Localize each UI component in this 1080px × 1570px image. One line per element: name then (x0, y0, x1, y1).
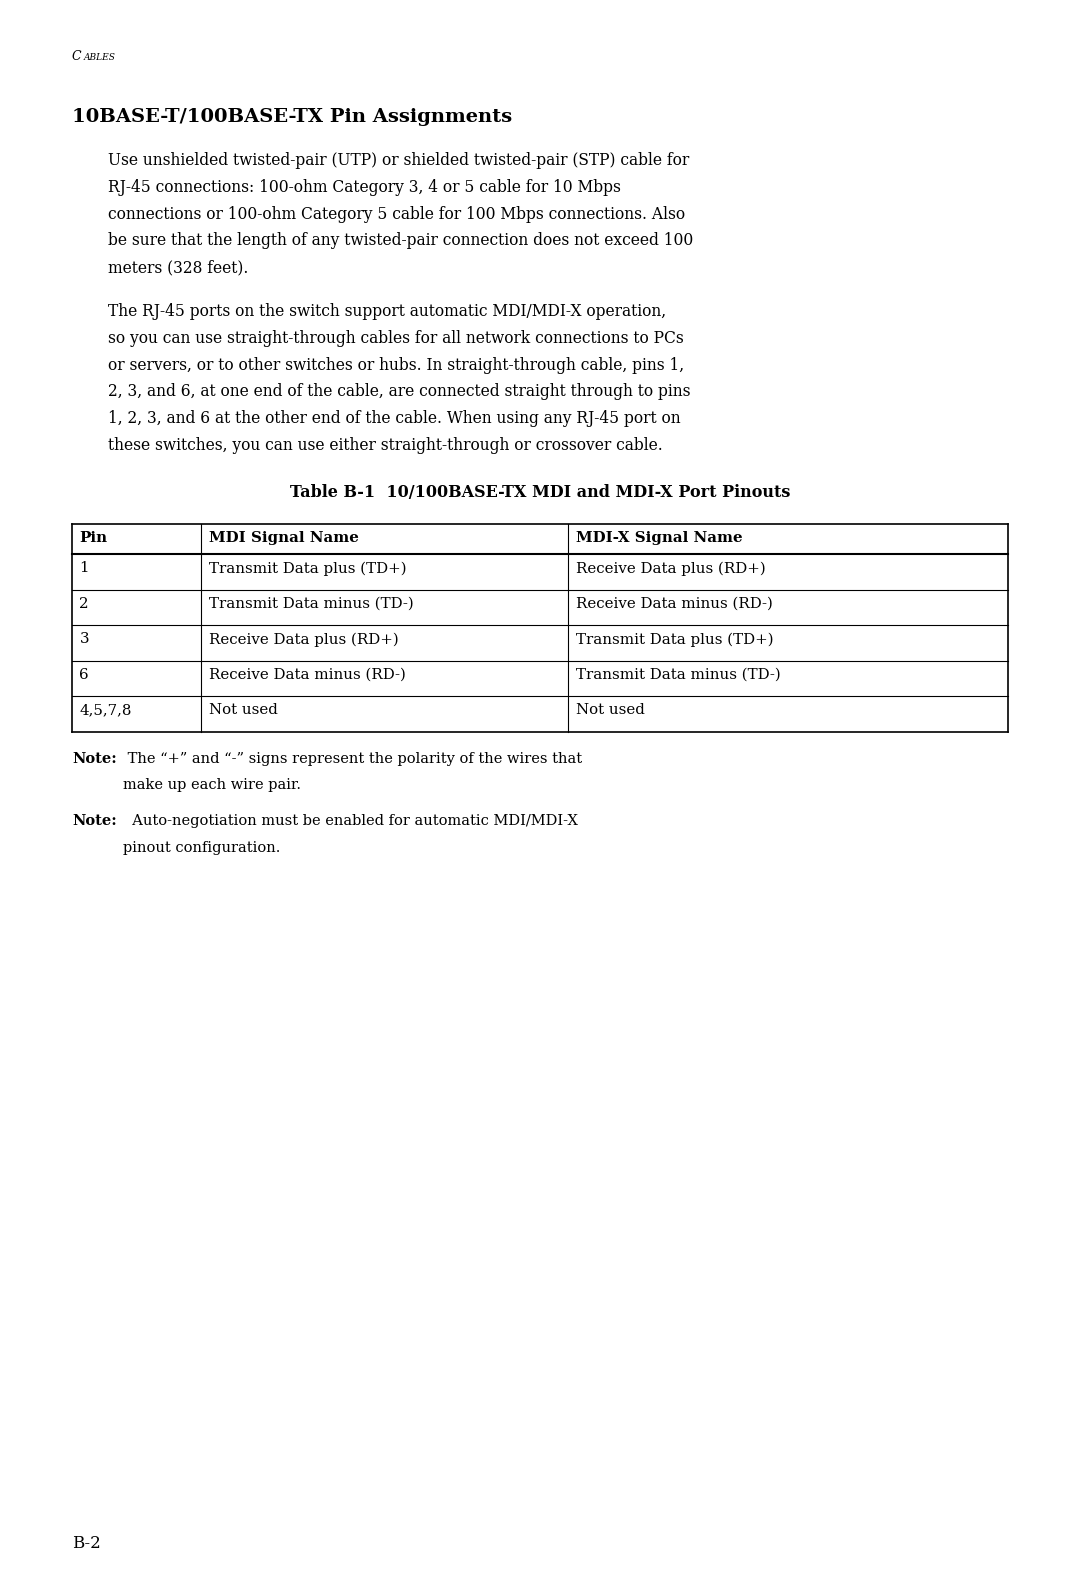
Text: Table B-1  10/100BASE-TX MDI and MDI-X Port Pinouts: Table B-1 10/100BASE-TX MDI and MDI-X Po… (289, 484, 791, 501)
Text: Receive Data plus (RD+): Receive Data plus (RD+) (576, 562, 766, 576)
Text: 10BASE-T/100BASE-TX Pin Assignments: 10BASE-T/100BASE-TX Pin Assignments (72, 108, 512, 126)
Text: Transmit Data plus (TD+): Transmit Data plus (TD+) (208, 562, 406, 576)
Text: be sure that the length of any twisted-pair connection does not exceed 100: be sure that the length of any twisted-p… (108, 232, 693, 250)
Text: Note:: Note: (72, 752, 118, 766)
Text: 2, 3, and 6, at one end of the cable, are connected straight through to pins: 2, 3, and 6, at one end of the cable, ar… (108, 383, 690, 400)
Text: Receive Data minus (RD-): Receive Data minus (RD-) (208, 667, 405, 681)
Text: C: C (72, 50, 82, 63)
Text: Receive Data plus (RD+): Receive Data plus (RD+) (208, 633, 399, 647)
Text: MDI Signal Name: MDI Signal Name (208, 531, 359, 545)
Text: The RJ-45 ports on the switch support automatic MDI/MDI-X operation,: The RJ-45 ports on the switch support au… (108, 303, 666, 320)
Text: Receive Data minus (RD-): Receive Data minus (RD-) (576, 597, 772, 611)
Text: pinout configuration.: pinout configuration. (122, 842, 280, 854)
Text: make up each wire pair.: make up each wire pair. (122, 779, 300, 793)
Text: connections or 100-ohm Category 5 cable for 100 Mbps connections. Also: connections or 100-ohm Category 5 cable … (108, 206, 685, 223)
Text: meters (328 feet).: meters (328 feet). (108, 259, 248, 276)
Text: 4,5,7,8: 4,5,7,8 (80, 703, 132, 717)
Text: Use unshielded twisted-pair (UTP) or shielded twisted-pair (STP) cable for: Use unshielded twisted-pair (UTP) or shi… (108, 152, 689, 170)
Text: B-2: B-2 (72, 1535, 100, 1553)
Text: Transmit Data plus (TD+): Transmit Data plus (TD+) (576, 633, 773, 647)
Text: 1: 1 (80, 562, 89, 575)
Text: 3: 3 (80, 633, 90, 647)
Text: ABLES: ABLES (84, 52, 116, 61)
Text: RJ-45 connections: 100-ohm Category 3, 4 or 5 cable for 10 Mbps: RJ-45 connections: 100-ohm Category 3, 4… (108, 179, 621, 196)
Text: Not used: Not used (576, 703, 645, 717)
Text: Not used: Not used (208, 703, 278, 717)
Text: these switches, you can use either straight-through or crossover cable.: these switches, you can use either strai… (108, 436, 663, 454)
Text: The “+” and “-” signs represent the polarity of the wires that: The “+” and “-” signs represent the pola… (122, 752, 582, 766)
Text: 1, 2, 3, and 6 at the other end of the cable. When using any RJ-45 port on: 1, 2, 3, and 6 at the other end of the c… (108, 410, 680, 427)
Text: Transmit Data minus (TD-): Transmit Data minus (TD-) (208, 597, 414, 611)
Text: or servers, or to other switches or hubs. In straight-through cable, pins 1,: or servers, or to other switches or hubs… (108, 356, 684, 374)
Text: Auto-negotiation must be enabled for automatic MDI/MDI-X: Auto-negotiation must be enabled for aut… (122, 815, 578, 829)
Text: Note:: Note: (72, 815, 118, 829)
Text: so you can use straight-through cables for all network connections to PCs: so you can use straight-through cables f… (108, 330, 684, 347)
Text: Pin: Pin (80, 531, 108, 545)
Text: MDI-X Signal Name: MDI-X Signal Name (576, 531, 742, 545)
Text: 2: 2 (80, 597, 90, 611)
Text: 6: 6 (80, 667, 90, 681)
Text: Transmit Data minus (TD-): Transmit Data minus (TD-) (576, 667, 780, 681)
